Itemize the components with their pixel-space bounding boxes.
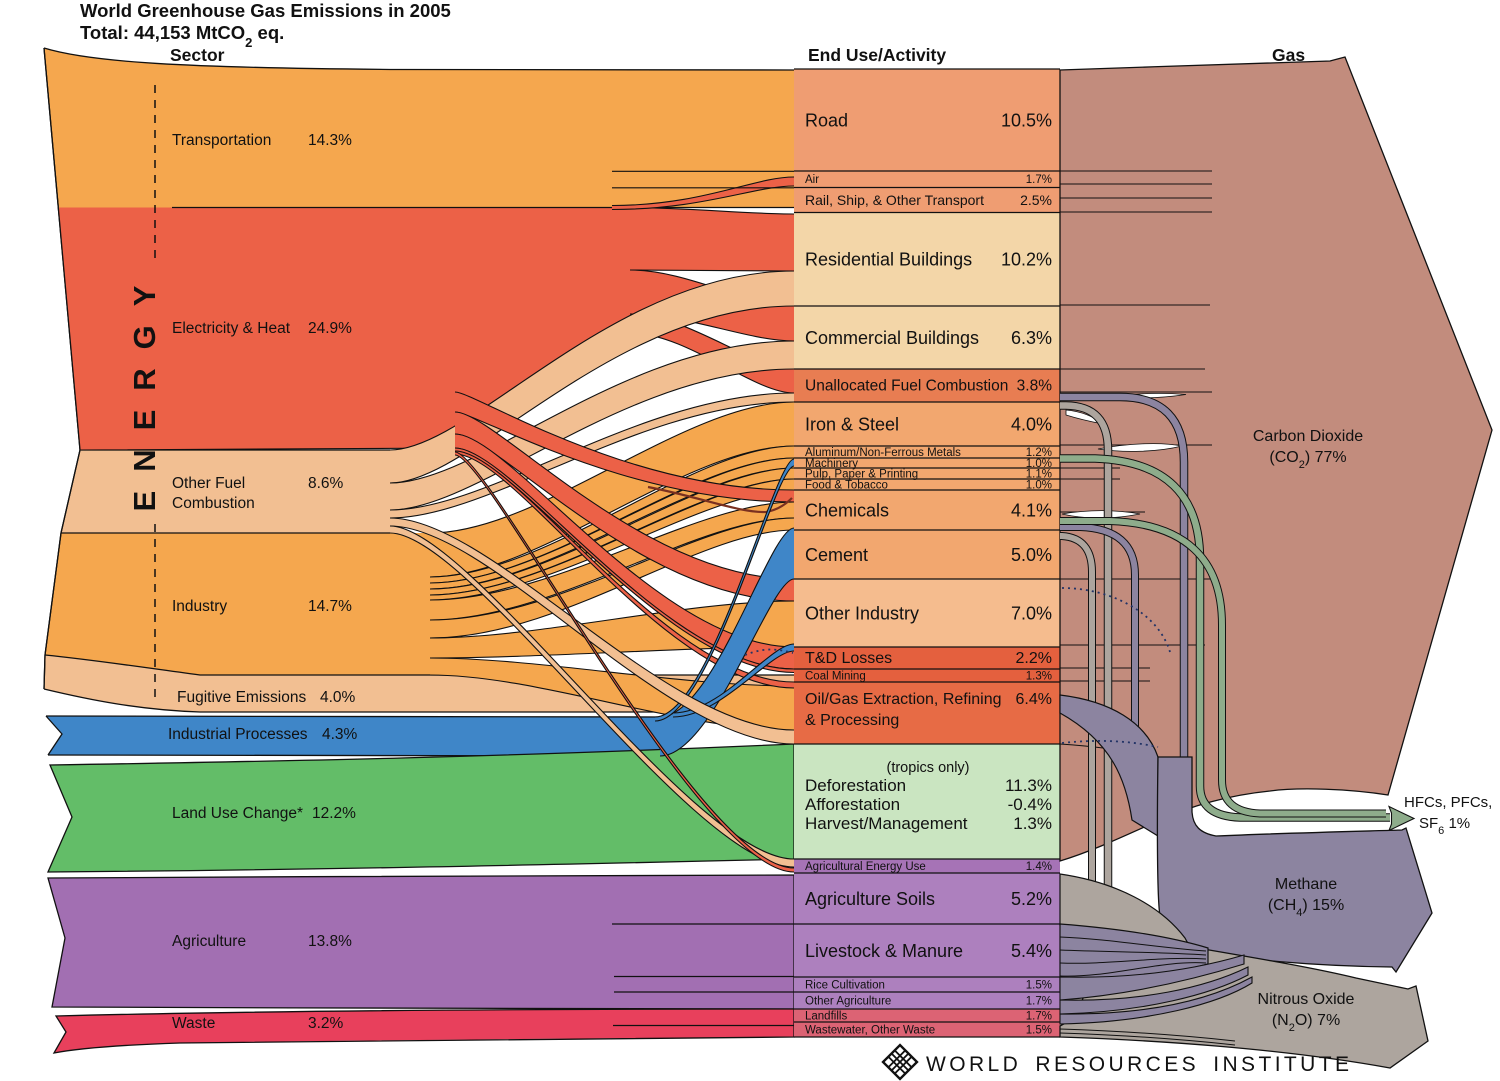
svg-text:24.9%: 24.9% (308, 320, 352, 337)
svg-text:Landfills: Landfills (805, 1010, 847, 1022)
svg-text:Rice Cultivation: Rice Cultivation (805, 979, 885, 991)
svg-text:6.3%: 6.3% (1011, 328, 1052, 348)
svg-text:Pulp, Paper & Printing: Pulp, Paper & Printing (805, 468, 918, 480)
svg-text:Afforestation: Afforestation (805, 795, 900, 814)
svg-text:14.7%: 14.7% (308, 598, 352, 615)
svg-text:Oil/Gas Extraction, Refining: Oil/Gas Extraction, Refining (805, 691, 1002, 708)
svg-text:Rail, Ship, & Other Transport: Rail, Ship, & Other Transport (805, 192, 984, 208)
svg-text:1.7%: 1.7% (1026, 1010, 1052, 1022)
svg-text:Nitrous Oxide: Nitrous Oxide (1258, 991, 1355, 1008)
svg-text:Commercial Buildings: Commercial Buildings (805, 328, 979, 348)
svg-text:HFCs, PFCs,: HFCs, PFCs, (1404, 794, 1492, 811)
svg-text:Other Fuel: Other Fuel (172, 475, 245, 492)
svg-text:Agricultural Energy Use: Agricultural Energy Use (805, 861, 926, 873)
svg-text:5.2%: 5.2% (1011, 889, 1052, 909)
svg-text:Transportation: Transportation (172, 132, 271, 149)
svg-text:1.5%: 1.5% (1026, 979, 1052, 991)
svg-text:Harvest/Management: Harvest/Management (805, 814, 968, 833)
svg-text:Iron & Steel: Iron & Steel (805, 414, 899, 434)
svg-text:ENERGY: ENERGY (127, 267, 162, 512)
svg-text:14.3%: 14.3% (308, 132, 352, 149)
svg-text:3.8%: 3.8% (1017, 378, 1053, 395)
svg-text:Carbon Dioxide: Carbon Dioxide (1253, 428, 1363, 445)
svg-text:6.4%: 6.4% (1016, 691, 1052, 708)
svg-text:Sector: Sector (170, 45, 225, 65)
svg-text:13.8%: 13.8% (308, 933, 352, 950)
svg-text:1.5%: 1.5% (1026, 1024, 1052, 1036)
svg-text:Combustion: Combustion (172, 495, 255, 512)
svg-text:Other Agriculture: Other Agriculture (805, 995, 891, 1007)
svg-text:Residential Buildings: Residential Buildings (805, 250, 972, 270)
svg-text:4.0%: 4.0% (320, 689, 356, 706)
svg-text:Food & Tobacco: Food & Tobacco (805, 479, 888, 491)
svg-text:Cement: Cement (805, 545, 868, 565)
svg-text:T&D Losses: T&D Losses (805, 650, 892, 667)
svg-text:5.4%: 5.4% (1011, 941, 1052, 961)
svg-text:Unallocated Fuel Combustion: Unallocated Fuel Combustion (805, 378, 1008, 395)
svg-text:Methane: Methane (1275, 876, 1337, 893)
svg-text:1.3%: 1.3% (1013, 814, 1052, 833)
svg-text:7.0%: 7.0% (1011, 603, 1052, 623)
svg-text:Agriculture: Agriculture (172, 933, 246, 950)
svg-text:1.1%: 1.1% (1026, 468, 1052, 480)
svg-text:& Processing: & Processing (805, 712, 899, 729)
svg-text:(tropics only): (tropics only) (887, 760, 970, 776)
svg-text:4.1%: 4.1% (1011, 500, 1052, 520)
svg-text:Air: Air (805, 174, 819, 186)
svg-text:Fugitive Emissions: Fugitive Emissions (177, 689, 306, 706)
svg-text:1.0%: 1.0% (1026, 458, 1052, 470)
svg-text:1.0%: 1.0% (1026, 479, 1052, 491)
svg-text:Waste: Waste (172, 1015, 215, 1032)
svg-text:Industry: Industry (172, 598, 227, 615)
svg-text:Livestock & Manure: Livestock & Manure (805, 941, 963, 961)
svg-text:3.2%: 3.2% (308, 1015, 344, 1032)
svg-text:Machinery: Machinery (805, 458, 858, 470)
svg-text:Gas: Gas (1272, 45, 1305, 65)
svg-text:1.3%: 1.3% (1026, 670, 1052, 682)
svg-text:12.2%: 12.2% (312, 805, 356, 822)
svg-text:1.4%: 1.4% (1026, 861, 1052, 873)
svg-text:10.2%: 10.2% (1001, 250, 1052, 270)
svg-text:Aluminum/Non-Ferrous Metals: Aluminum/Non-Ferrous Metals (805, 447, 961, 459)
svg-text:(CH4) 15%: (CH4) 15% (1268, 897, 1344, 919)
svg-text:8.6%: 8.6% (308, 475, 344, 492)
svg-text:1.2%: 1.2% (1026, 447, 1052, 459)
svg-text:Chemicals: Chemicals (805, 500, 889, 520)
svg-text:Road: Road (805, 110, 848, 130)
svg-text:Other Industry: Other Industry (805, 603, 919, 623)
svg-text:4.0%: 4.0% (1011, 414, 1052, 434)
svg-text:11.3%: 11.3% (1005, 776, 1052, 795)
svg-text:WORLD RESOURCES INSTITUTE: WORLD RESOURCES INSTITUTE (926, 1053, 1352, 1076)
svg-text:End Use/Activity: End Use/Activity (808, 45, 946, 65)
svg-text:Coal Mining: Coal Mining (805, 670, 866, 682)
svg-text:4.3%: 4.3% (322, 726, 358, 743)
svg-text:Land Use Change*: Land Use Change* (172, 805, 303, 822)
svg-text:SF6 1%: SF6 1% (1419, 815, 1470, 837)
svg-text:2.5%: 2.5% (1020, 192, 1052, 208)
svg-text:-0.4%: -0.4% (1008, 795, 1052, 814)
svg-text:1.7%: 1.7% (1026, 174, 1052, 186)
svg-text:World Greenhouse Gas Emissions: World Greenhouse Gas Emissions in 2005 (80, 0, 451, 21)
svg-text:1.7%: 1.7% (1026, 995, 1052, 1007)
svg-text:5.0%: 5.0% (1011, 545, 1052, 565)
svg-text:Industrial Processes: Industrial Processes (168, 726, 308, 743)
svg-text:Agriculture Soils: Agriculture Soils (805, 889, 935, 909)
svg-text:Deforestation: Deforestation (805, 776, 906, 795)
svg-text:Wastewater, Other Waste: Wastewater, Other Waste (805, 1024, 935, 1036)
svg-text:2.2%: 2.2% (1016, 650, 1052, 667)
svg-text:(CO2) 77%: (CO2) 77% (1269, 449, 1346, 471)
svg-text:10.5%: 10.5% (1001, 110, 1052, 130)
svg-text:Electricity & Heat: Electricity & Heat (172, 320, 291, 337)
